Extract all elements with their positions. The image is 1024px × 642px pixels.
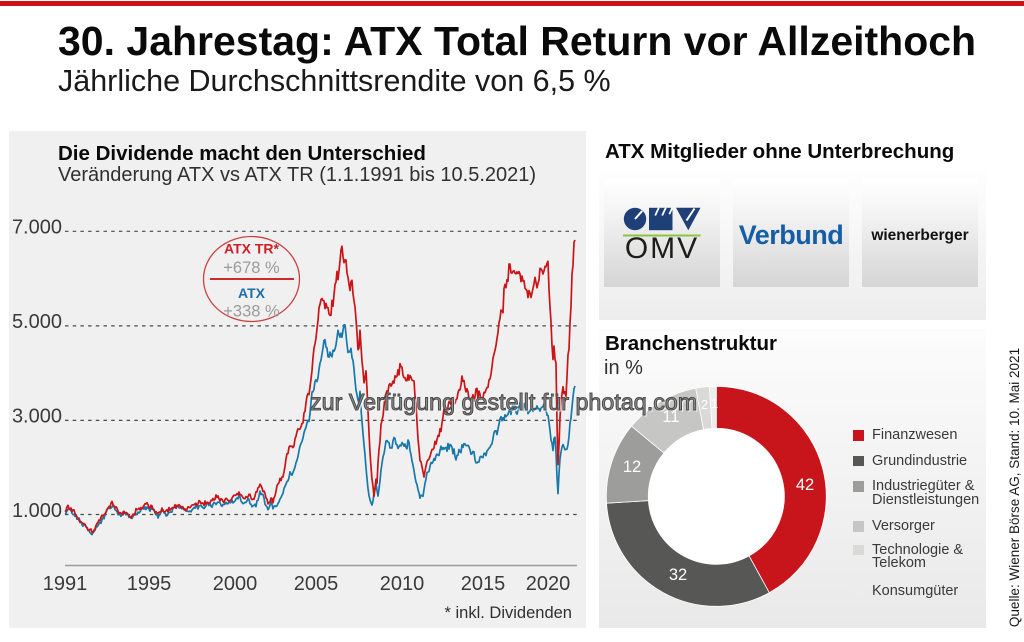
svg-text:2000: 2000 (213, 573, 258, 595)
svg-text:5.000: 5.000 (12, 311, 62, 333)
svg-text:42: 42 (796, 476, 814, 494)
svg-text:ATX TR*: ATX TR* (224, 241, 280, 257)
svg-text:7.000: 7.000 (12, 217, 62, 239)
svg-text:+678 %: +678 % (223, 259, 280, 277)
svg-text:32: 32 (669, 566, 687, 584)
svg-text:1.000: 1.000 (12, 500, 62, 522)
svg-text:2: 2 (701, 397, 708, 412)
svg-text:1995: 1995 (127, 573, 172, 595)
svg-text:3.000: 3.000 (12, 406, 62, 428)
svg-text:11: 11 (662, 408, 679, 426)
svg-text:2015: 2015 (461, 573, 506, 595)
svg-text:2010: 2010 (380, 573, 425, 595)
svg-text:12: 12 (623, 458, 641, 476)
svg-text:2020: 2020 (526, 573, 571, 595)
svg-text:ATX: ATX (238, 285, 266, 301)
svg-text:+338 %: +338 % (223, 303, 280, 321)
svg-text:2005: 2005 (294, 573, 339, 595)
svg-text:1: 1 (711, 396, 718, 411)
svg-text:1991: 1991 (43, 573, 88, 595)
